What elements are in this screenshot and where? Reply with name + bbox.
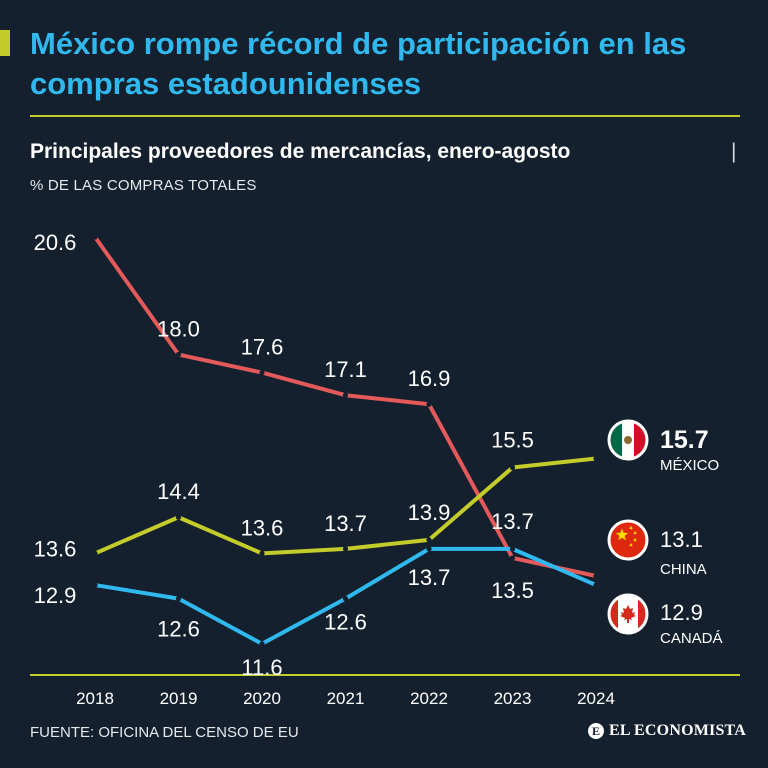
mexico-flag-icon [607,419,649,461]
source-note: FUENTE: OFICINA DEL CENSO DE EU [30,724,299,741]
data-label-china: 13.5 [491,578,534,603]
data-point-mexico [426,537,432,543]
data-label-mexico: 13.7 [324,511,367,536]
x-tick-label: 2022 [410,689,448,708]
data-point-canada [92,582,98,588]
x-tick-label: 2018 [76,689,114,708]
data-point-canada [593,582,599,588]
data-label-canada: 11.6 [241,655,282,680]
legend-value-china: 13.1 [660,527,703,552]
x-tick-label: 2020 [243,689,281,708]
data-point-china [175,351,182,358]
legend-name-mexico: MÉXICO [660,457,719,474]
legend-name-china: CHINA [660,561,707,578]
data-label-mexico: 13.9 [408,500,451,525]
data-label-mexico: 14.4 [157,479,200,504]
data-point-china [92,234,98,240]
page-title: México rompe récord de participación en … [30,26,687,101]
x-tick-label: 2021 [327,689,365,708]
data-label-mexico: 15.5 [491,428,534,453]
data-label-canada: 12.6 [157,617,200,642]
x-tick-label: 2023 [494,689,532,708]
data-point-canada [259,641,265,647]
data-label-china: 18.0 [157,317,200,342]
data-point-mexico [593,455,599,462]
data-point-mexico [259,550,265,557]
data-point-mexico [175,514,182,520]
x-tick-label: 2019 [160,689,198,708]
data-point-canada [175,596,182,602]
data-point-china [259,370,265,376]
china-flag-icon [607,519,649,561]
data-point-canada [509,546,516,552]
brand-mark-icon: E [588,723,604,739]
brand-name: EL ECONOMISTA [609,722,746,739]
title-accent-bar [0,30,10,56]
data-label-canada: 12.6 [324,610,367,635]
subtitle-separator: | [731,140,737,163]
data-point-mexico [342,546,349,552]
chart-subtitle: Principales proveedores de mercancías, e… [30,140,571,163]
canada-flag-icon [607,593,649,635]
data-label-mexico: 13.6 [34,536,77,561]
data-label-canada: 13.7 [408,565,451,590]
data-point-china [509,555,516,561]
data-point-mexico [509,464,516,471]
brand-logo: E EL ECONOMISTA [588,722,746,740]
legend-name-canada: CANADÁ [660,630,723,647]
legend-value-mexico: 15.7 [660,426,709,454]
units-label: % DE LAS COMPRAS TOTALES [30,177,257,194]
data-label-mexico: 13.6 [241,515,284,540]
data-point-canada [426,546,432,552]
data-label-china: 16.9 [408,366,451,391]
data-point-china [593,573,599,579]
data-label-china: 20.6 [34,230,77,255]
data-label-canada: 12.9 [34,583,77,608]
legend-value-canada: 12.9 [660,600,703,625]
data-point-mexico [92,550,98,557]
data-point-china [342,392,349,398]
data-label-china: 17.1 [324,357,367,382]
x-tick-label: 2024 [577,689,615,708]
series-line-mexico [93,456,598,556]
data-point-canada [342,596,349,602]
data-point-china [426,401,432,407]
data-label-china: 17.6 [241,335,284,360]
title-divider [30,115,740,117]
data-label-canada: 13.7 [491,509,534,534]
